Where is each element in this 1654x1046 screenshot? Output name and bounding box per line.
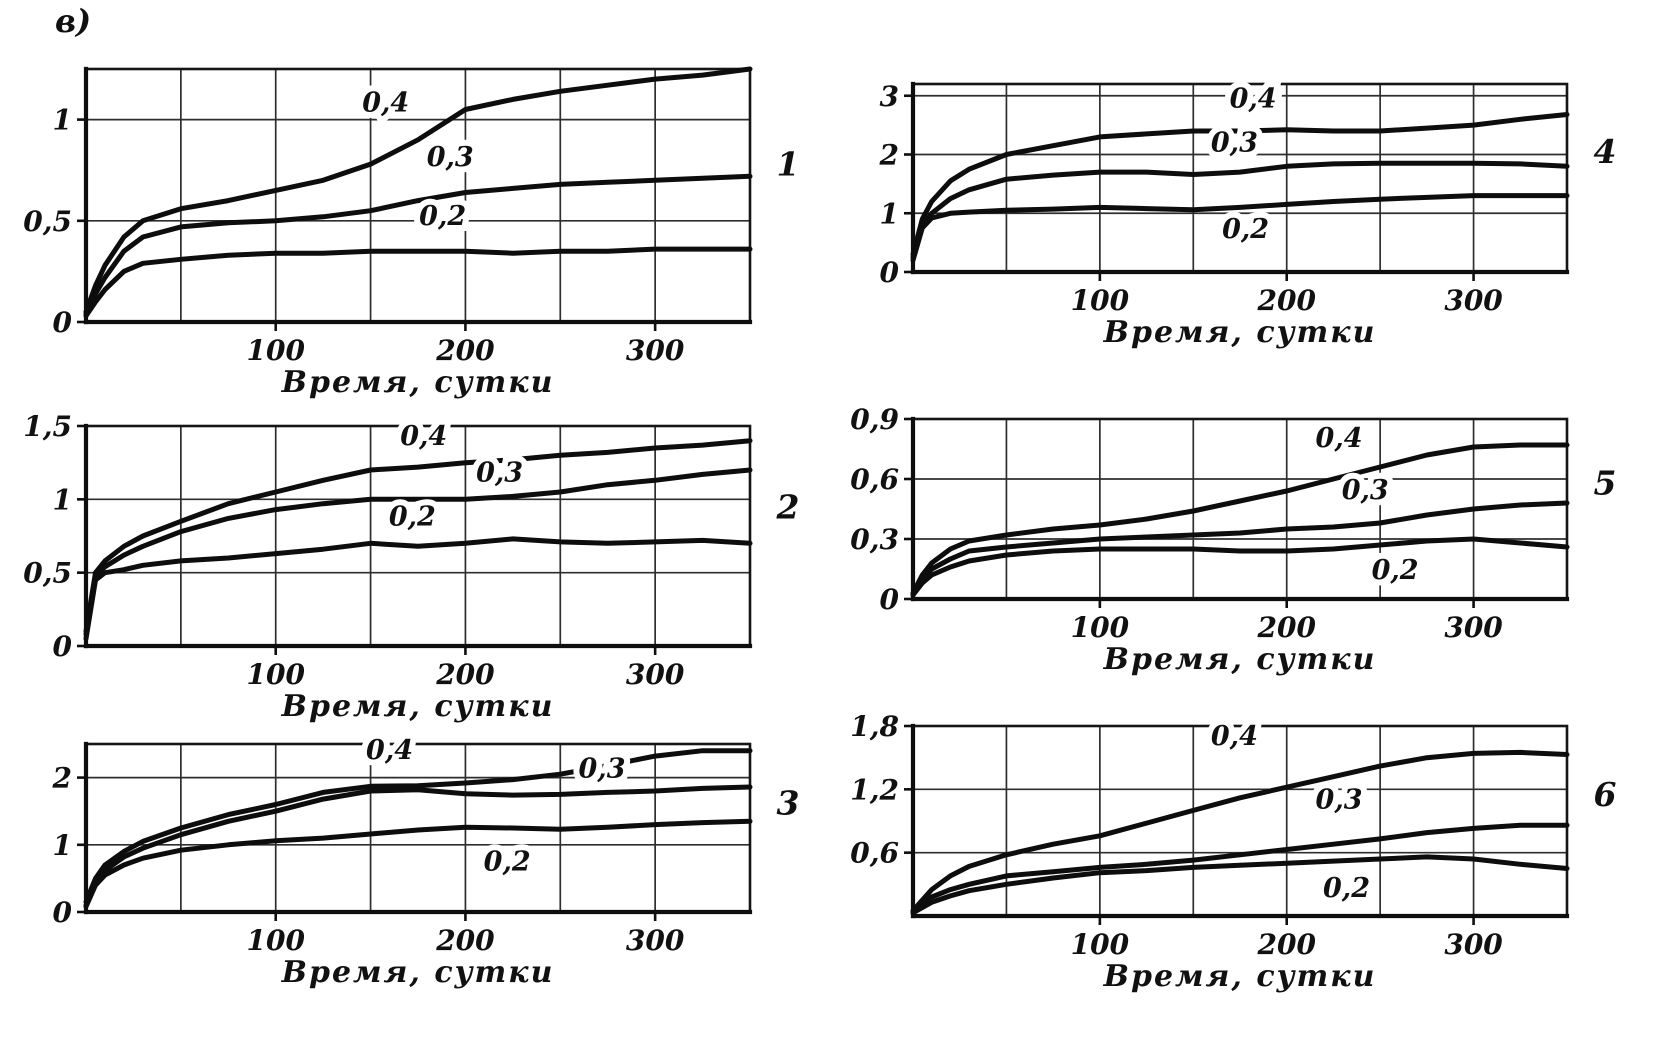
svg-text:1: 1: [53, 104, 72, 137]
chart-5: 0 0,3 0,6 0,9 100 200 300 Время, сутки 0,4 0,3 0,2…: [835, 405, 1625, 677]
svg-text:1,5: 1,5: [23, 412, 72, 443]
svg-text:300: 300: [626, 334, 685, 367]
svg-text:200: 200: [1256, 611, 1316, 644]
svg-text:0,2: 0,2: [1372, 555, 1419, 586]
svg-text:2: 2: [52, 762, 72, 795]
svg-text:3: 3: [880, 80, 899, 113]
svg-text:300: 300: [626, 658, 685, 691]
chart-2: 0 0,5 1 1,5 100 200 300 Время, сутки 0,4 0,3 0,2 2: [8, 412, 808, 724]
svg-text:100: 100: [246, 658, 305, 691]
svg-text:300: 300: [626, 924, 685, 957]
svg-text:0,3: 0,3: [1316, 784, 1363, 815]
chart-svg-3: 0 1 2 100 200 300 Время, сутки 0,4 0,3 0,2 3: [52, 730, 800, 990]
svg-text:0,4: 0,4: [1230, 84, 1277, 115]
chart-svg-6: 0,6 1,2 1,8 100 200 300 Время, сутки 0,4 0,3 0,2 6: [850, 712, 1617, 994]
svg-text:0,5: 0,5: [23, 205, 72, 238]
svg-text:0,4: 0,4: [366, 735, 413, 766]
svg-text:5: 5: [1594, 464, 1617, 503]
chart-svg-5: 0 0,3 0,6 0,9 100 200 300 Время, сутки 0,4 0,3 0,2…: [850, 405, 1617, 677]
chart-1: 0 0,5 1 100 200 300 Время, сутки 0,4 0,3 0,2 1: [8, 55, 808, 400]
svg-text:Время, сутки: Время, сутки: [1103, 959, 1377, 994]
svg-text:0,4: 0,4: [1316, 423, 1363, 454]
svg-text:200: 200: [435, 334, 495, 367]
svg-text:2: 2: [879, 139, 899, 172]
svg-text:1,8: 1,8: [850, 712, 899, 743]
chart-6: 0,6 1,2 1,8 100 200 300 Время, сутки 0,4 0,3 0,2 6: [835, 712, 1625, 994]
svg-text:0,3: 0,3: [850, 523, 899, 556]
svg-text:Время, сутки: Время, сутки: [281, 689, 555, 724]
svg-text:0,6: 0,6: [850, 837, 899, 870]
svg-text:0: 0: [880, 256, 900, 289]
svg-text:3: 3: [777, 784, 800, 823]
svg-text:100: 100: [1071, 611, 1130, 644]
svg-text:0: 0: [53, 896, 73, 929]
svg-text:0,2: 0,2: [419, 201, 466, 232]
svg-text:0,2: 0,2: [1323, 873, 1370, 904]
svg-text:1: 1: [777, 144, 800, 183]
svg-text:0: 0: [53, 630, 73, 663]
svg-text:100: 100: [246, 924, 305, 957]
svg-text:200: 200: [435, 658, 495, 691]
svg-text:300: 300: [1444, 284, 1503, 317]
svg-text:0,3: 0,3: [476, 458, 523, 489]
svg-text:0,9: 0,9: [850, 405, 899, 436]
chart-4: 0 1 2 3 100 200 300 Время, сутки 0,4 0,3 0,2 4: [835, 70, 1625, 351]
svg-text:200: 200: [1256, 284, 1316, 317]
svg-text:6: 6: [1594, 775, 1617, 814]
chart-svg-2: 0 0,5 1 1,5 100 200 300 Время, сутки 0,4 0,3 0,2 2: [23, 412, 800, 724]
svg-text:100: 100: [1071, 284, 1130, 317]
svg-text:0,4: 0,4: [362, 88, 409, 119]
svg-text:2: 2: [776, 487, 800, 526]
svg-text:300: 300: [1444, 611, 1503, 644]
svg-text:0: 0: [880, 583, 900, 616]
svg-text:0,2: 0,2: [1222, 214, 1269, 245]
svg-text:Время, сутки: Время, сутки: [281, 365, 555, 400]
svg-text:0,2: 0,2: [484, 846, 531, 877]
svg-text:0,3: 0,3: [1211, 128, 1258, 159]
chart-svg-4: 0 1 2 3 100 200 300 Время, сутки 0,4 0,3 0,2 4: [879, 78, 1617, 351]
svg-text:1: 1: [53, 829, 72, 862]
chart-svg-1: 0 0,5 1 100 200 300 Время, сутки 0,4 0,3 0,2 1: [23, 66, 800, 400]
svg-text:200: 200: [1256, 928, 1316, 961]
svg-text:0,3: 0,3: [579, 754, 626, 785]
svg-text:200: 200: [435, 924, 495, 957]
svg-text:0: 0: [53, 306, 73, 339]
svg-text:300: 300: [1444, 928, 1503, 961]
svg-text:0,2: 0,2: [389, 502, 436, 533]
svg-text:4: 4: [1594, 132, 1617, 171]
svg-text:0,3: 0,3: [1342, 475, 1389, 506]
svg-text:100: 100: [246, 334, 305, 367]
svg-text:Время, сутки: Время, сутки: [1103, 315, 1377, 350]
svg-text:1: 1: [53, 483, 72, 516]
svg-text:0,4: 0,4: [1211, 721, 1258, 752]
svg-text:0,5: 0,5: [23, 557, 72, 590]
svg-text:1: 1: [880, 197, 899, 230]
svg-text:Время, сутки: Время, сутки: [281, 955, 555, 990]
svg-text:100: 100: [1071, 928, 1130, 961]
panel-label: в): [55, 2, 92, 40]
svg-text:0,6: 0,6: [850, 463, 899, 496]
svg-text:Время, сутки: Время, сутки: [1103, 642, 1377, 677]
svg-text:0,4: 0,4: [400, 421, 447, 452]
chart-3: 0 1 2 100 200 300 Время, сутки 0,4 0,3 0,2 3: [8, 730, 808, 990]
svg-text:1,2: 1,2: [850, 773, 899, 806]
svg-text:0,3: 0,3: [427, 142, 474, 173]
